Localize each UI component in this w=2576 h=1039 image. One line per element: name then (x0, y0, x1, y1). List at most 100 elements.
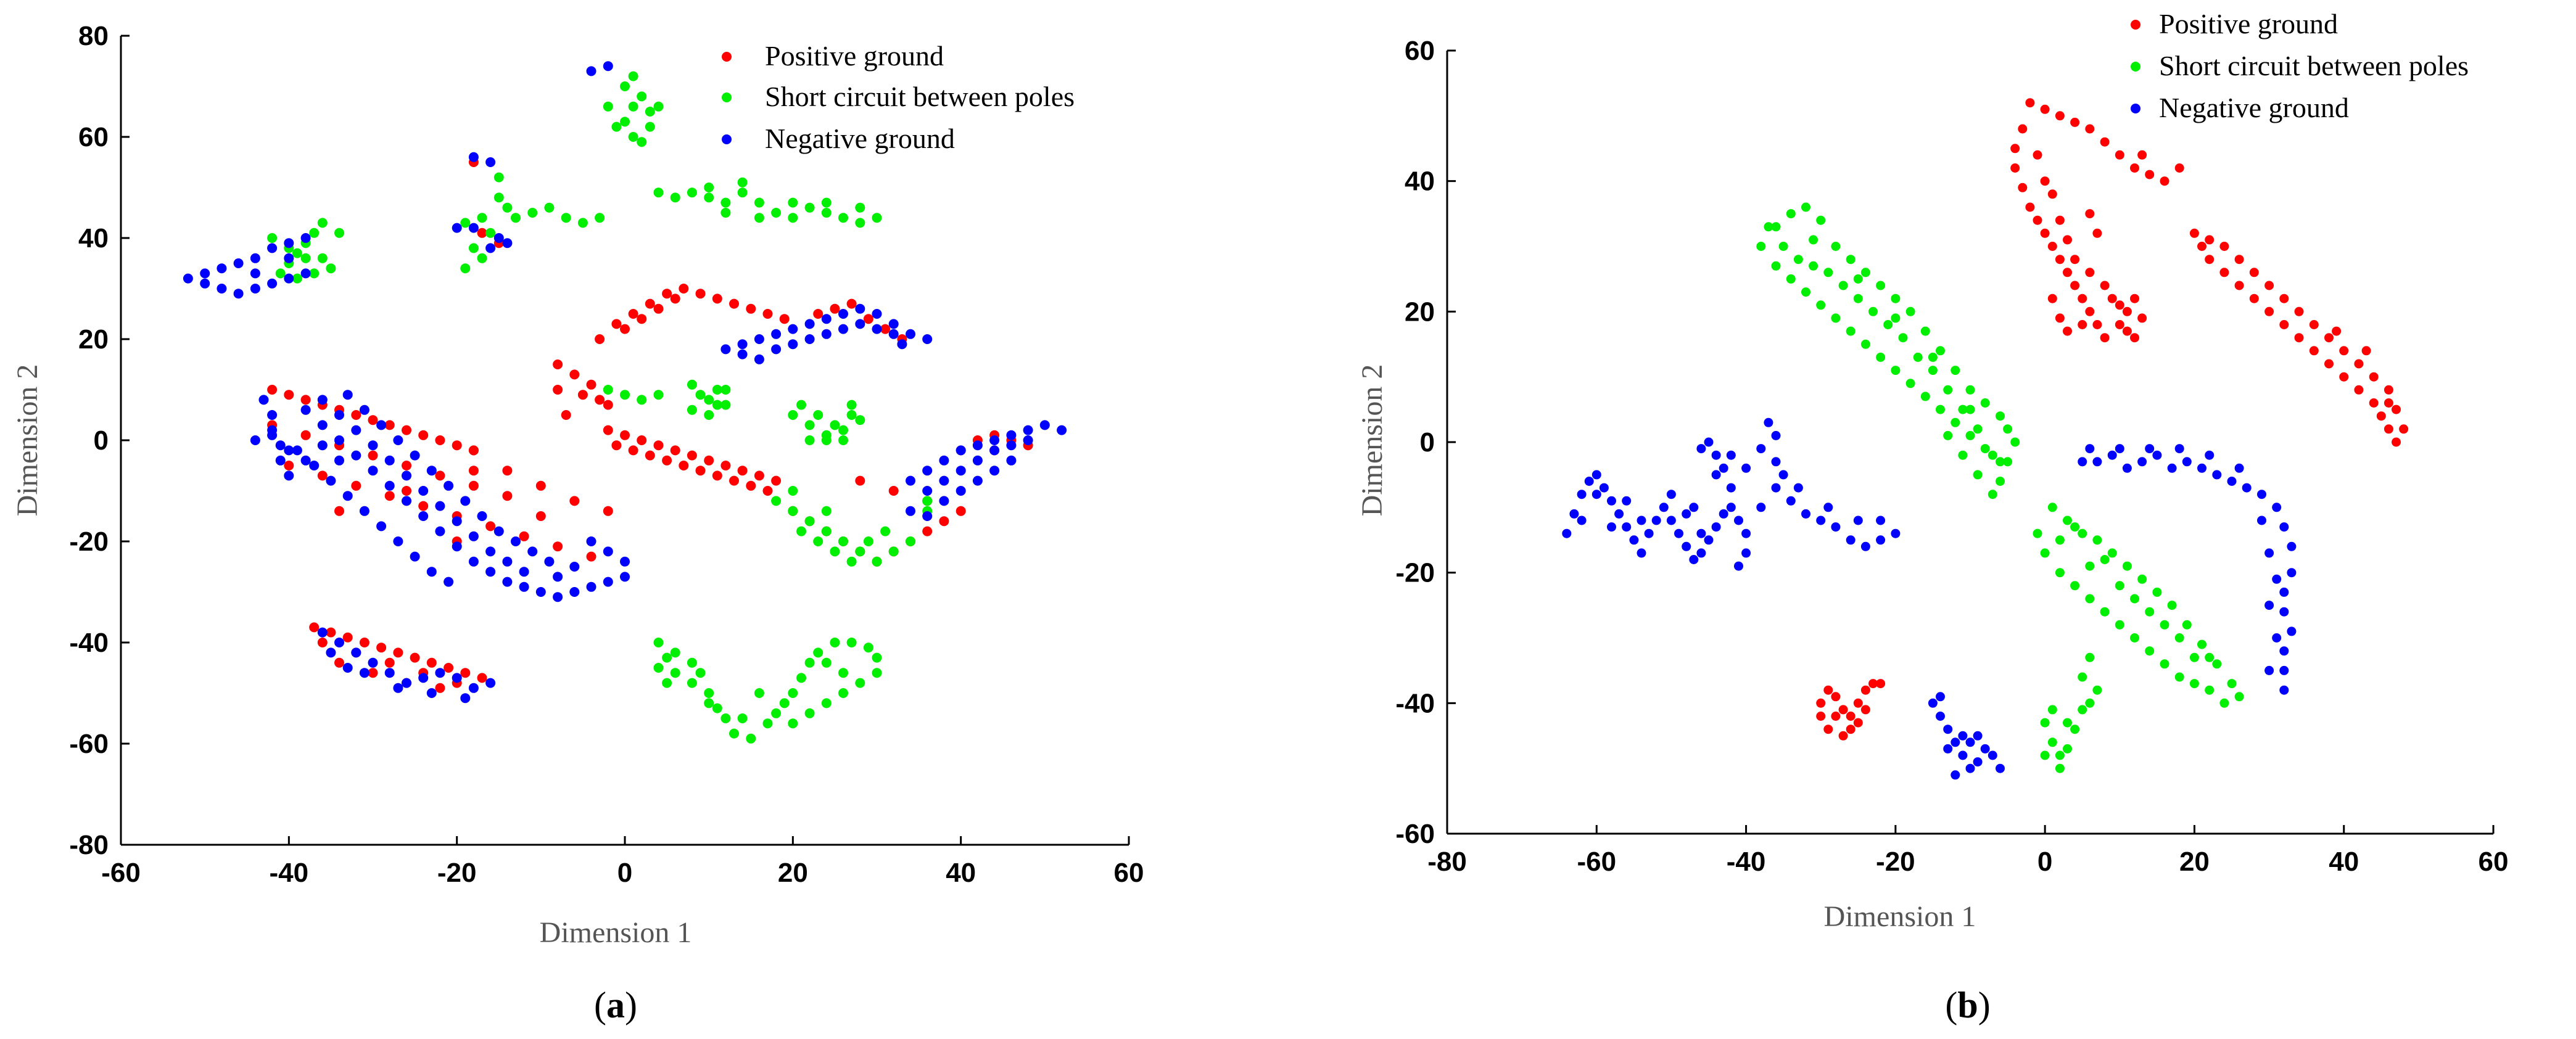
data-point (2182, 620, 2192, 630)
data-point (2197, 242, 2207, 251)
data-point (393, 683, 403, 693)
data-point (1943, 744, 1953, 754)
data-point (762, 309, 773, 319)
data-point (1876, 679, 1886, 689)
data-point (704, 395, 714, 405)
data-point (317, 470, 328, 481)
x-tick-label: -60 (101, 858, 141, 888)
data-point (2018, 124, 2028, 134)
data-point (2115, 300, 2124, 310)
data-point (1816, 698, 1826, 708)
data-point (1704, 437, 1714, 447)
data-point (813, 536, 824, 546)
data-point (334, 657, 344, 668)
data-point (544, 556, 555, 567)
data-point (754, 334, 764, 344)
data-point (485, 678, 496, 688)
data-point (519, 567, 529, 577)
data-point (1973, 424, 1983, 434)
data-point (1898, 333, 1908, 343)
data-point (1696, 444, 1706, 454)
data-point (1726, 503, 1736, 512)
data-point (317, 440, 328, 451)
data-point (754, 688, 764, 698)
data-point (393, 647, 403, 658)
data-point (670, 294, 680, 304)
data-point (1607, 522, 1616, 532)
data-point (1666, 515, 1676, 525)
data-point (2063, 744, 2072, 754)
data-point (233, 289, 244, 299)
data-point (468, 683, 479, 693)
data-point (729, 475, 739, 486)
data-point (788, 718, 798, 729)
data-point (2033, 150, 2042, 160)
data-point (2107, 548, 2117, 558)
data-point (384, 657, 395, 668)
caption-letter: b (1957, 985, 1978, 1025)
data-point (2092, 685, 2102, 695)
data-point (250, 435, 260, 445)
data-point (888, 319, 899, 329)
data-point (922, 496, 933, 506)
data-point (1771, 261, 1781, 271)
data-point (1876, 535, 1886, 545)
data-point (485, 567, 496, 577)
data-point (771, 329, 782, 339)
data-point (2234, 281, 2244, 290)
data-point (418, 501, 429, 511)
data-point (468, 531, 479, 541)
data-point (603, 101, 613, 112)
data-point (1980, 444, 1990, 454)
data-point (1607, 496, 1616, 506)
data-point (1734, 515, 1743, 525)
y-tick-label: -40 (69, 628, 109, 658)
data-point (1666, 490, 1676, 499)
data-point (460, 693, 471, 704)
data-point (1876, 515, 1886, 525)
data-point (2047, 705, 2057, 715)
data-point (2055, 763, 2065, 773)
data-point (704, 192, 714, 203)
data-point (1689, 503, 1699, 512)
data-point (1928, 366, 1938, 376)
data-point (637, 91, 647, 102)
data-point (712, 294, 722, 304)
data-point (2085, 268, 2095, 277)
data-point (2160, 620, 2169, 630)
data-point (1860, 541, 1870, 551)
data-point (2047, 242, 2057, 251)
data-point (1831, 712, 1841, 721)
data-point (402, 461, 411, 470)
legend-swatch (2131, 20, 2140, 30)
data-point (317, 420, 328, 430)
data-point (569, 496, 580, 506)
data-point (2369, 372, 2379, 382)
data-point (670, 192, 680, 203)
data-point (2384, 398, 2393, 408)
data-point (1951, 770, 1960, 780)
data-point (1711, 470, 1721, 480)
data-point (2279, 685, 2289, 695)
data-point (1951, 366, 1960, 376)
data-point (804, 516, 815, 527)
data-point (1741, 463, 1751, 473)
data-point (746, 480, 756, 491)
data-point (485, 521, 496, 532)
data-point (662, 678, 672, 688)
data-point (2219, 698, 2229, 708)
data-point (418, 511, 429, 521)
data-point (2174, 672, 2184, 682)
data-point (611, 121, 622, 132)
data-point (351, 480, 361, 491)
data-point (2205, 255, 2215, 265)
data-point (762, 486, 773, 496)
data-point (2392, 405, 2401, 414)
data-point (653, 390, 664, 400)
data-point (2078, 672, 2087, 682)
legend-label: Negative ground (765, 123, 955, 154)
panel-b-points (1562, 98, 2409, 780)
data-point (1860, 268, 1870, 277)
data-point (2047, 294, 2057, 303)
data-point (326, 627, 336, 638)
